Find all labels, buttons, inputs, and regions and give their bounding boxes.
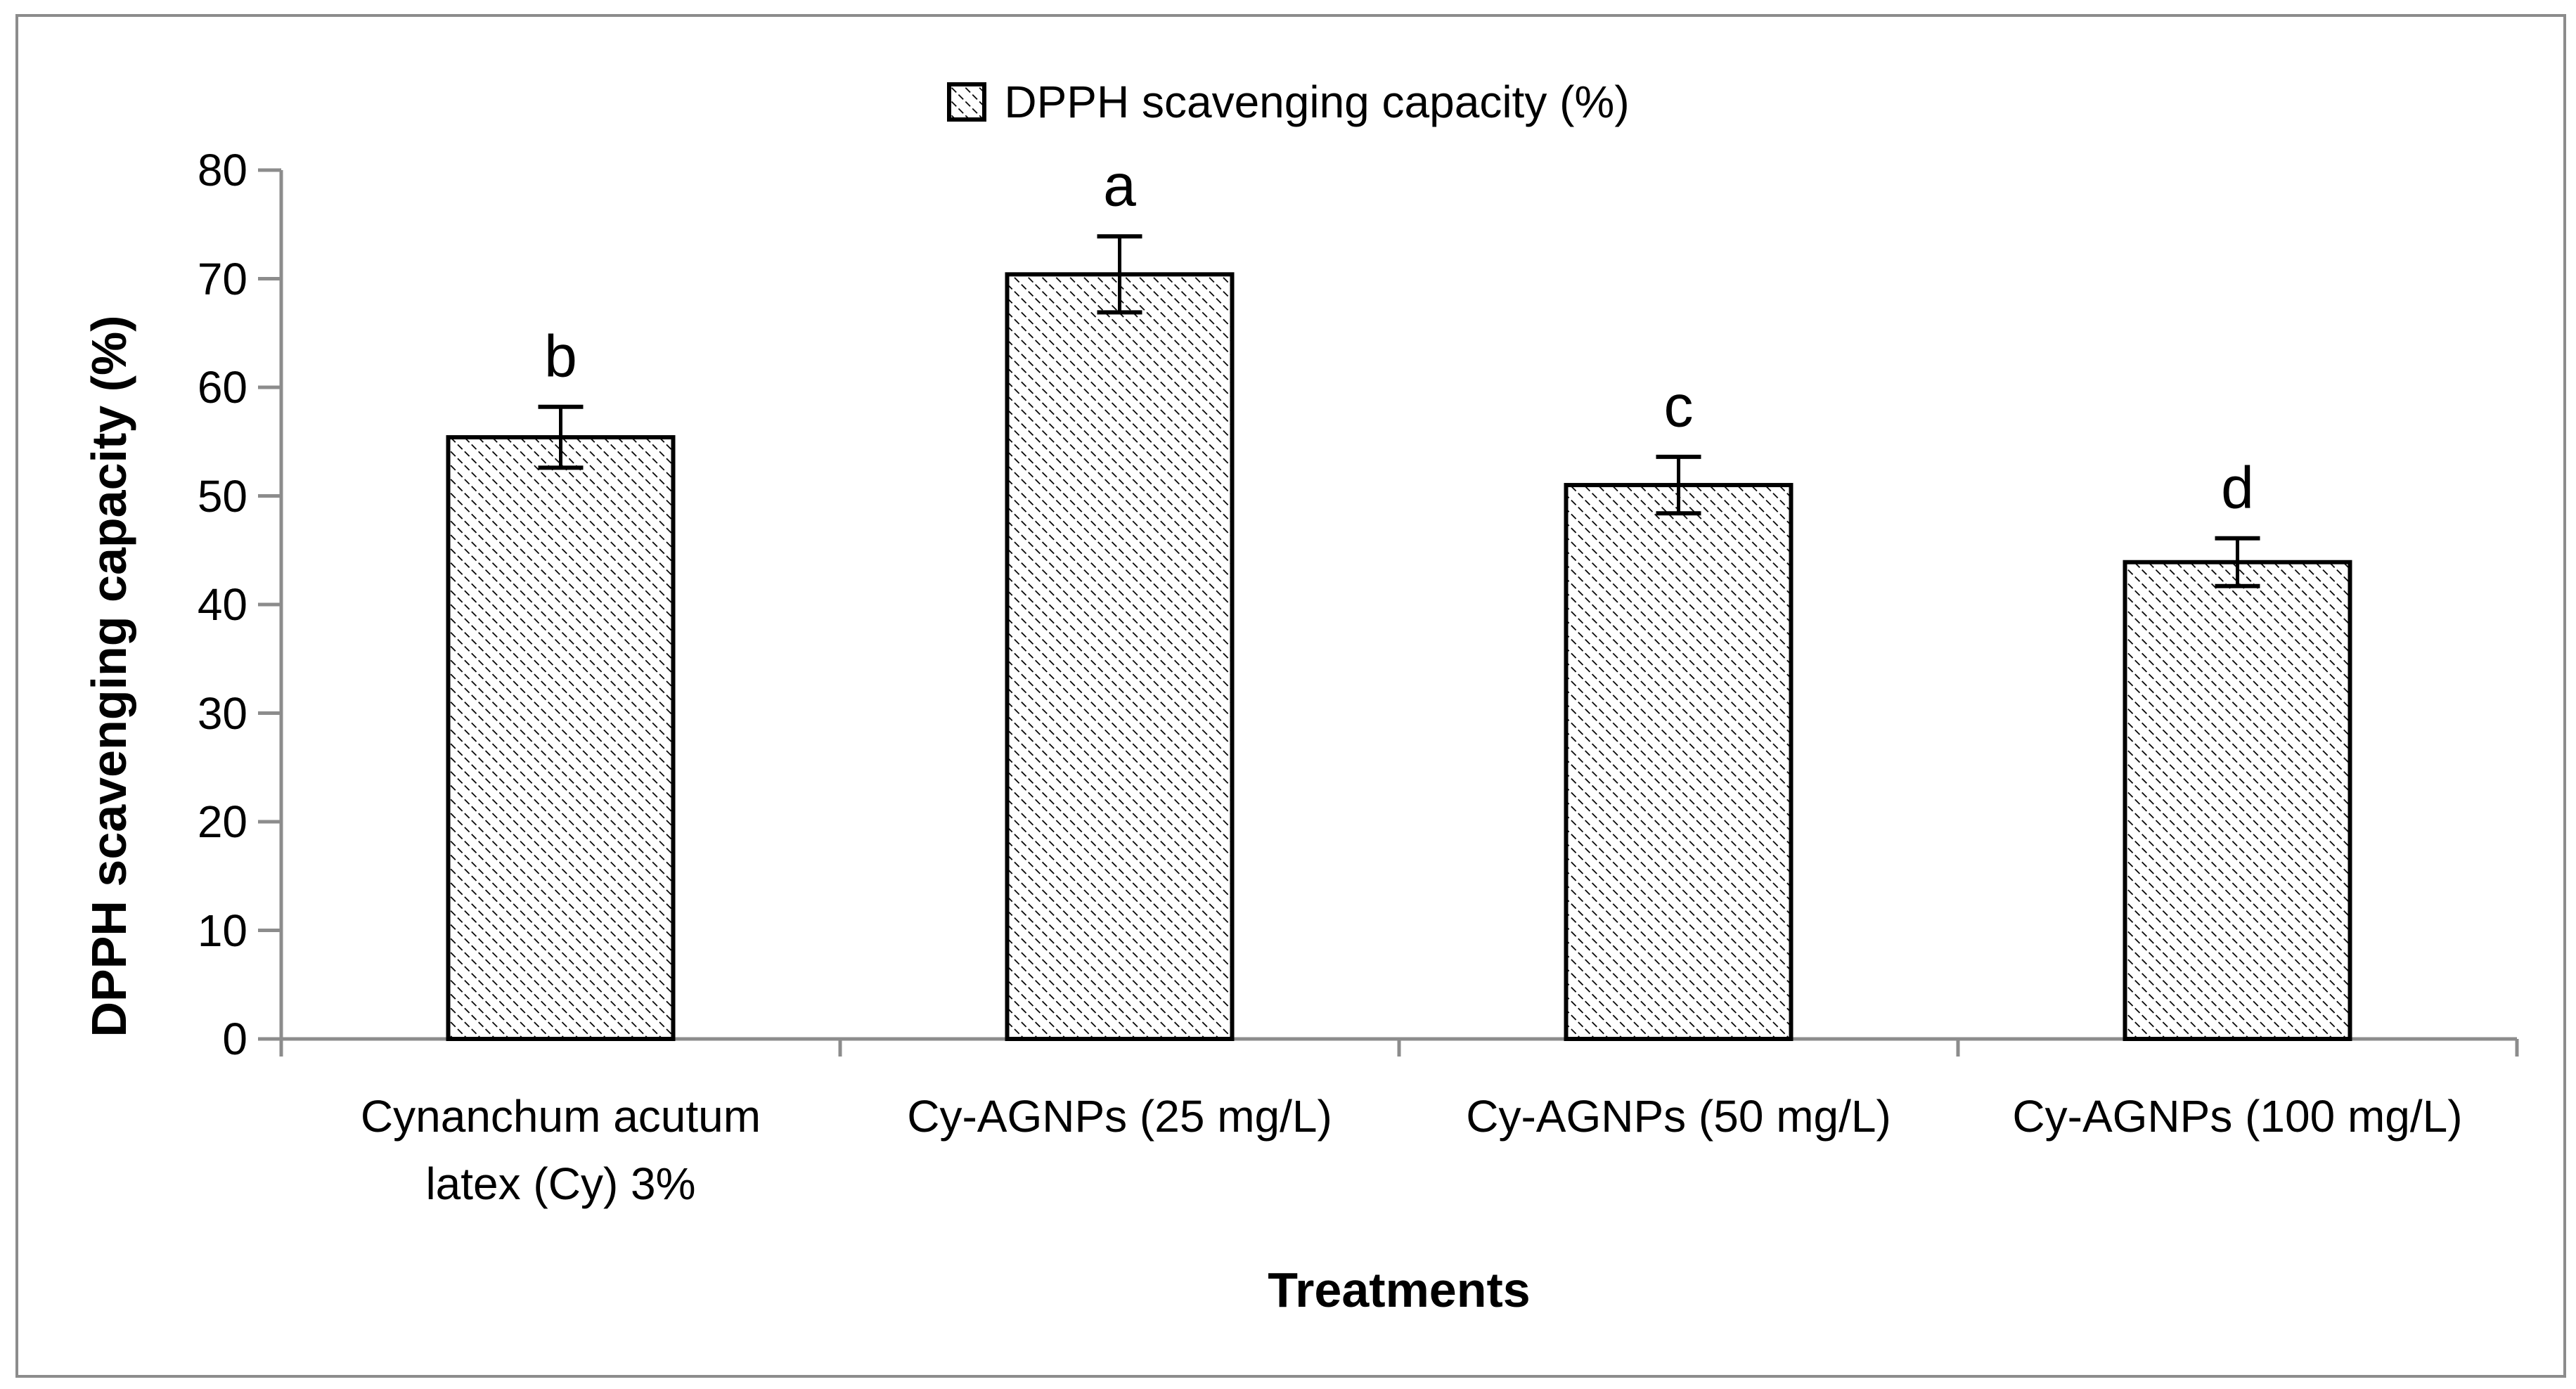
x-category-label-line: Cy-AGNPs (25 mg/L)	[907, 1091, 1332, 1142]
error-bar-2	[1097, 234, 1142, 315]
y-tick-label: 80	[197, 145, 247, 195]
y-tick-label: 70	[197, 253, 247, 304]
x-category-label-line: Cy-AGNPs (100 mg/L)	[2012, 1091, 2463, 1142]
x-category-label-2: Cy-AGNPs (25 mg/L)	[840, 1083, 1399, 1150]
x-category-label-line: Cynanchum acutum	[360, 1091, 761, 1142]
y-tick-label: 20	[197, 796, 247, 847]
y-tick-label: 10	[197, 905, 247, 956]
x-category-label-line: latex (Cy) 3%	[425, 1158, 696, 1209]
bar-1	[446, 435, 676, 1041]
x-category-label-1: Cynanchum acutum latex (Cy) 3%	[281, 1083, 840, 1217]
y-axis-title: DPPH scavenging capacity (%)	[82, 315, 136, 1038]
y-tick-label: 40	[197, 579, 247, 630]
legend-hatch-marker-icon	[947, 82, 987, 122]
y-tick-label: 50	[197, 470, 247, 522]
bar-4	[2123, 560, 2352, 1041]
y-tick-label: 60	[197, 362, 247, 413]
x-category-label-line: Cy-AGNPs (50 mg/L)	[1466, 1091, 1891, 1142]
legend-label: DPPH scavenging capacity (%)	[1004, 77, 1630, 127]
x-category-label-3: Cy-AGNPs (50 mg/L)	[1399, 1083, 1958, 1150]
bar-3	[1564, 483, 1793, 1041]
x-axis-title: Treatments	[1268, 1262, 1531, 1317]
y-tick-label: 30	[197, 687, 247, 739]
significance-letter-d: d	[2221, 454, 2254, 521]
error-bar-4	[2215, 536, 2260, 588]
error-bar-1	[538, 404, 584, 470]
x-category-label-4: Cy-AGNPs (100 mg/L)	[1958, 1083, 2517, 1150]
y-tick-label: 0	[222, 1014, 247, 1064]
significance-letter-a: a	[1103, 152, 1136, 219]
significance-letter-b: b	[544, 323, 577, 389]
bar-2	[1005, 272, 1235, 1042]
legend: DPPH scavenging capacity (%)	[0, 76, 2576, 128]
significance-letter-c: c	[1663, 373, 1694, 439]
error-bar-3	[1656, 454, 1701, 516]
